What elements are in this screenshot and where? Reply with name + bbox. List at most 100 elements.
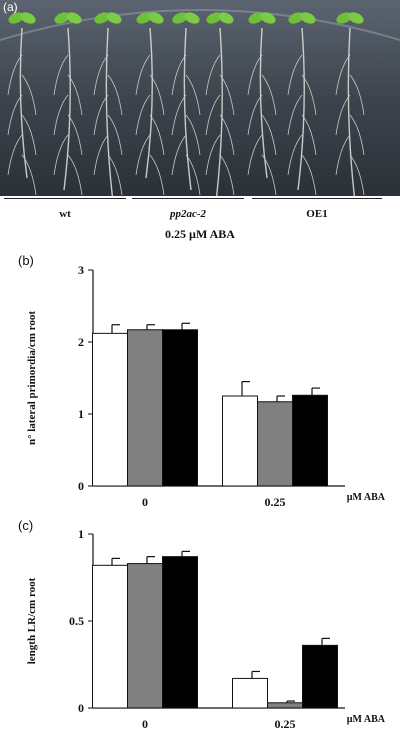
cotyledon-leaf <box>248 12 264 24</box>
cotyledon-leaf <box>66 12 82 24</box>
bar-OE1-0.25 <box>292 394 328 487</box>
seedling-root <box>183 27 192 191</box>
lateral-root <box>247 94 263 136</box>
lateral-root <box>53 94 69 136</box>
seedling-root <box>215 27 223 196</box>
lateral-root <box>287 54 303 96</box>
lateral-root <box>261 74 277 116</box>
y-tick-label: 0.5 <box>69 614 84 628</box>
panel-label: (c) <box>18 518 33 533</box>
lateral-root <box>171 134 187 176</box>
lateral-root <box>349 114 365 156</box>
lateral-root <box>335 134 351 176</box>
lateral-root <box>261 114 277 156</box>
lateral-root <box>287 134 303 176</box>
y-tick-label: 1 <box>78 407 84 421</box>
lateral-root <box>67 114 83 156</box>
cotyledon-leaf <box>348 12 364 24</box>
lateral-root <box>287 94 303 136</box>
lateral-root <box>205 54 221 96</box>
bar-OE1-0 <box>162 556 198 709</box>
cotyledon-leaf <box>260 12 276 24</box>
x-unit-label: µM ABA <box>347 492 386 503</box>
y-tick-label: 2 <box>78 335 84 349</box>
lateral-root <box>219 114 235 156</box>
lateral-root <box>247 54 263 96</box>
lateral-root <box>21 74 37 116</box>
lateral-root <box>93 54 109 96</box>
lateral-root <box>185 74 201 116</box>
bar-OE1-0.25 <box>302 644 338 709</box>
cotyledon-leaf <box>288 12 304 24</box>
cotyledon-leaf <box>148 12 164 24</box>
bar-pp2ac-2-0.25 <box>267 702 303 709</box>
seedling-root <box>19 27 28 179</box>
y-tick-label: 0 <box>78 701 84 715</box>
seedling-root <box>145 27 153 179</box>
chart-lateral-primordia: (b) 0 1 2 3 n° lateral primordia/cm root 0 0.25… <box>18 253 386 509</box>
lateral-root <box>247 134 263 176</box>
lateral-root <box>149 114 165 156</box>
group-label-pp2ac-2: pp2ac-2 <box>169 208 207 220</box>
lateral-root <box>7 54 23 96</box>
seedling-root <box>297 27 305 191</box>
lateral-root <box>149 154 165 196</box>
lateral-root <box>67 154 83 196</box>
lateral-root <box>67 74 83 116</box>
cotyledon-leaf <box>172 12 188 24</box>
lateral-root <box>7 134 23 176</box>
lateral-root <box>21 154 37 196</box>
lateral-root <box>7 94 23 136</box>
y-axis-title: n° lateral primordia/cm root <box>26 311 38 445</box>
cotyledon-leaf <box>300 12 316 24</box>
lateral-root <box>219 74 235 116</box>
y-axis-title: length LR/cm root <box>26 577 38 664</box>
cotyledon-leaf <box>8 12 24 24</box>
lateral-root <box>171 54 187 96</box>
lateral-root <box>205 94 221 136</box>
lateral-root <box>107 154 123 196</box>
lateral-root <box>301 74 317 116</box>
cotyledon-leaf <box>206 12 222 24</box>
y-tick-label: 1 <box>78 527 84 541</box>
lateral-root <box>335 94 351 136</box>
bar-wt-0.25 <box>222 395 258 487</box>
bar-wt-0.25 <box>232 677 268 709</box>
group-pp2ac-underline <box>132 198 244 199</box>
seedling-root <box>63 27 71 191</box>
lateral-root <box>261 154 277 196</box>
lateral-root <box>349 74 365 116</box>
cotyledon-leaf <box>136 12 152 24</box>
cotyledon-leaf <box>184 12 200 24</box>
lateral-root <box>219 154 235 196</box>
lateral-root <box>93 94 109 136</box>
x-tick-label: 0 <box>142 717 148 729</box>
lateral-root <box>301 114 317 156</box>
lateral-root <box>135 134 151 176</box>
cotyledon-leaf <box>336 12 352 24</box>
treatment-label: 0.25 µM ABA <box>165 227 235 241</box>
lateral-root <box>185 154 201 196</box>
x-tick-label: 0.25 <box>275 717 296 729</box>
panel-label: (b) <box>18 253 34 268</box>
lateral-root <box>107 74 123 116</box>
lateral-root <box>107 114 123 156</box>
lateral-root <box>149 74 165 116</box>
bar-pp2ac-2-0 <box>127 563 163 709</box>
lateral-root <box>171 94 187 136</box>
lateral-root <box>135 94 151 136</box>
seedling-root <box>259 27 268 179</box>
lateral-root <box>21 114 37 156</box>
lateral-root <box>349 154 365 196</box>
cotyledon-leaf <box>218 12 234 24</box>
bar-pp2ac-2-0.25 <box>257 401 293 487</box>
bar-wt-0 <box>92 564 128 709</box>
bar-OE1-0 <box>162 329 198 487</box>
group-wt-underline <box>4 198 126 199</box>
group-oe1-underline <box>252 198 382 199</box>
group-label-wt: wt <box>59 208 71 220</box>
cotyledon-leaf <box>54 12 70 24</box>
seedling-root <box>347 27 356 196</box>
seedling-photo <box>0 0 400 196</box>
x-unit-label: µM ABA <box>347 714 386 725</box>
